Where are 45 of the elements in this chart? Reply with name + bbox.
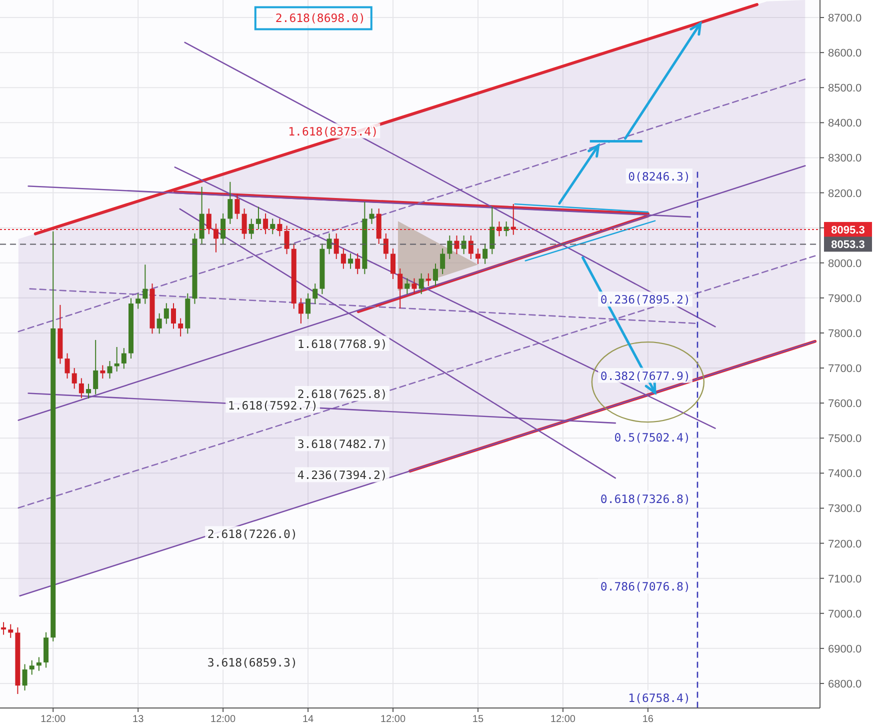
y-tick-label: 7800.0: [828, 328, 862, 340]
y-tick-label: 7900.0: [828, 292, 862, 305]
y-tick-label: 6800.0: [828, 678, 862, 690]
y-tick-label: 8000.0: [828, 258, 862, 270]
annotation: 3.618(7482.7): [297, 437, 388, 452]
y-tick-label: 7200.0: [828, 538, 862, 550]
y-tick-label: 8500.0: [828, 82, 862, 95]
ref-line-label: 8095.3: [831, 224, 865, 236]
x-tick-label: 12:00: [550, 714, 576, 724]
annotation: 1.618(7592.7): [228, 398, 318, 413]
annotation: 0.5(7502.4): [614, 430, 690, 444]
annotation: 2.618(7625.8): [297, 387, 388, 402]
x-tick-label: 16: [642, 714, 654, 724]
x-tick-label: 12:00: [210, 714, 236, 724]
annotation: 2.618(8698.0): [275, 11, 366, 26]
y-tick-label: 8400.0: [828, 118, 862, 130]
y-tick-label: 7600.0: [828, 398, 862, 410]
annotation: 0.786(7076.8): [600, 579, 690, 594]
annotation: 1(6758.4): [628, 691, 690, 706]
x-tick-label: 12:00: [40, 714, 66, 724]
annotation: 0.382(7677.9): [600, 368, 690, 383]
x-tick-label: 14: [302, 714, 314, 724]
annotation: 1.618(8375.4): [288, 124, 378, 138]
y-tick-label: 7700.0: [828, 363, 862, 376]
y-tick-label: 7400.0: [828, 468, 862, 480]
y-tick-label: 8700.0: [828, 12, 862, 25]
y-tick-label: 8600.0: [828, 48, 862, 60]
annotation: 3.618(6859.3): [207, 656, 298, 670]
annotation: 4.236(7394.2): [297, 468, 388, 482]
annotation: 0(8246.3): [628, 170, 690, 184]
y-tick-label: 7000.0: [828, 608, 862, 620]
y-tick-label: 8300.0: [828, 152, 862, 165]
annotation: 1.618(7768.9): [297, 336, 388, 351]
x-tick-label: 12:00: [380, 714, 406, 724]
y-tick-label: 8200.0: [828, 188, 862, 200]
y-tick-label: 7300.0: [828, 503, 862, 516]
x-tick-label: 15: [472, 714, 484, 724]
x-tick-label: 13: [132, 714, 144, 724]
ref-line-label: 8053.3: [831, 239, 865, 252]
y-tick-label: 7500.0: [828, 433, 862, 446]
y-tick-label: 7100.0: [828, 573, 862, 586]
annotation: 2.618(7226.0): [207, 527, 298, 542]
annotation: 0.236(7895.2): [600, 292, 690, 307]
annotation: 0.618(7326.8): [600, 492, 690, 506]
y-tick-label: 6900.0: [828, 643, 862, 656]
